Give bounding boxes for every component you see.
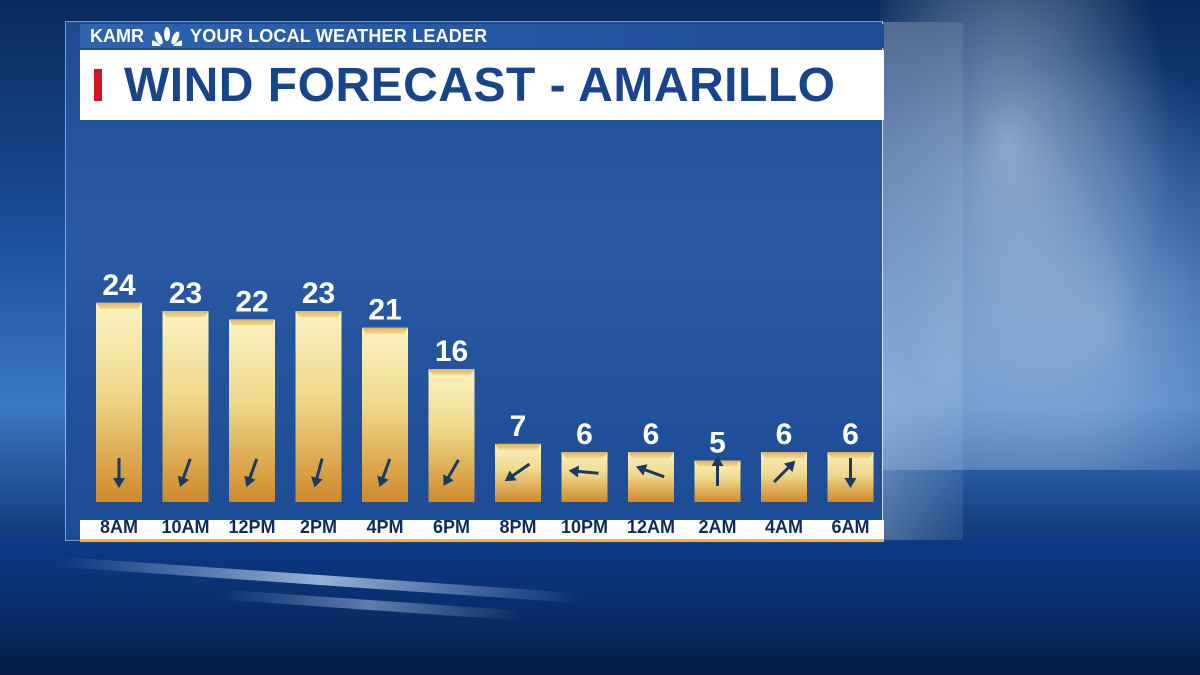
- time-label: 6AM: [831, 517, 869, 537]
- time-label: 12AM: [627, 517, 675, 537]
- wind-direction-arrow-icon: [568, 465, 599, 478]
- bar-bevel: [162, 311, 209, 318]
- wind-direction-arrow-icon: [377, 458, 392, 488]
- time-label: 6PM: [433, 517, 470, 537]
- bar-bevel: [295, 311, 342, 318]
- time-label: 10PM: [561, 517, 608, 537]
- bar: [761, 452, 807, 502]
- bar-bevel: [561, 452, 608, 459]
- bar-bevel: [96, 302, 142, 309]
- value-label: 7: [510, 410, 527, 443]
- value-label: 6: [576, 418, 593, 451]
- title-bar: WIND FORECAST - AMARILLO: [80, 50, 884, 120]
- time-strip-underline: [80, 539, 884, 542]
- value-label: 6: [776, 418, 793, 451]
- glass-panel: [882, 22, 963, 540]
- value-label: 6: [643, 418, 660, 451]
- wind-direction-arrow-icon: [113, 458, 125, 488]
- bar-bevel: [428, 369, 475, 376]
- value-label: 23: [302, 277, 335, 310]
- chart-title: WIND FORECAST - AMARILLO: [124, 58, 836, 112]
- bar-bevel: [495, 443, 541, 450]
- value-label: 21: [368, 294, 401, 327]
- wind-direction-arrow-icon: [504, 462, 531, 482]
- station-slogan: YOUR LOCAL WEATHER LEADER: [190, 26, 488, 46]
- time-label: 8AM: [100, 517, 138, 537]
- wind-direction-arrow-icon: [244, 458, 259, 488]
- value-label: 6: [842, 418, 859, 451]
- wind-chart: 24 8AM 23 10AM 22 12PM 23 2PM 21 4PM 16 6PM 7 8PM 6 10P…: [80, 269, 884, 542]
- time-label: 8PM: [499, 517, 536, 537]
- background-floor: [0, 540, 1200, 675]
- wind-direction-arrow-icon: [443, 459, 460, 486]
- bar-bevel: [229, 319, 275, 326]
- value-label: 23: [169, 277, 202, 310]
- time-label: 4PM: [366, 517, 403, 537]
- wind-direction-arrow-icon: [844, 458, 857, 488]
- time-label: 10AM: [161, 517, 209, 537]
- title-accent: [94, 69, 102, 101]
- time-strip: [80, 520, 884, 539]
- wind-direction-arrow-icon: [177, 458, 192, 488]
- wind-direction-arrow-icon: [635, 464, 665, 479]
- value-label: 22: [235, 285, 268, 318]
- nbc-peacock-icon: [152, 27, 182, 46]
- time-label: 4AM: [765, 517, 803, 537]
- wind-direction-arrow-icon: [311, 458, 324, 488]
- value-label: 24: [102, 269, 136, 302]
- value-label: 5: [709, 427, 726, 460]
- bar: [428, 369, 475, 502]
- value-label: 16: [435, 335, 468, 368]
- wind-direction-arrow-icon: [773, 460, 796, 483]
- time-label: 2PM: [300, 517, 337, 537]
- time-label: 12PM: [228, 517, 275, 537]
- bar-bevel: [628, 452, 674, 459]
- bar: [561, 452, 608, 502]
- background-clouds: [880, 0, 1200, 470]
- bar: [628, 452, 674, 502]
- station-bar: KAMR YOUR LOCAL WEATHER LEADER: [80, 24, 884, 48]
- bar-bevel: [362, 327, 408, 334]
- time-label: 2AM: [698, 517, 736, 537]
- bar-bevel: [827, 452, 874, 459]
- station-call-sign: KAMR: [90, 26, 144, 46]
- bar-bevel: [761, 452, 807, 459]
- wind-direction-arrow-icon: [711, 456, 724, 486]
